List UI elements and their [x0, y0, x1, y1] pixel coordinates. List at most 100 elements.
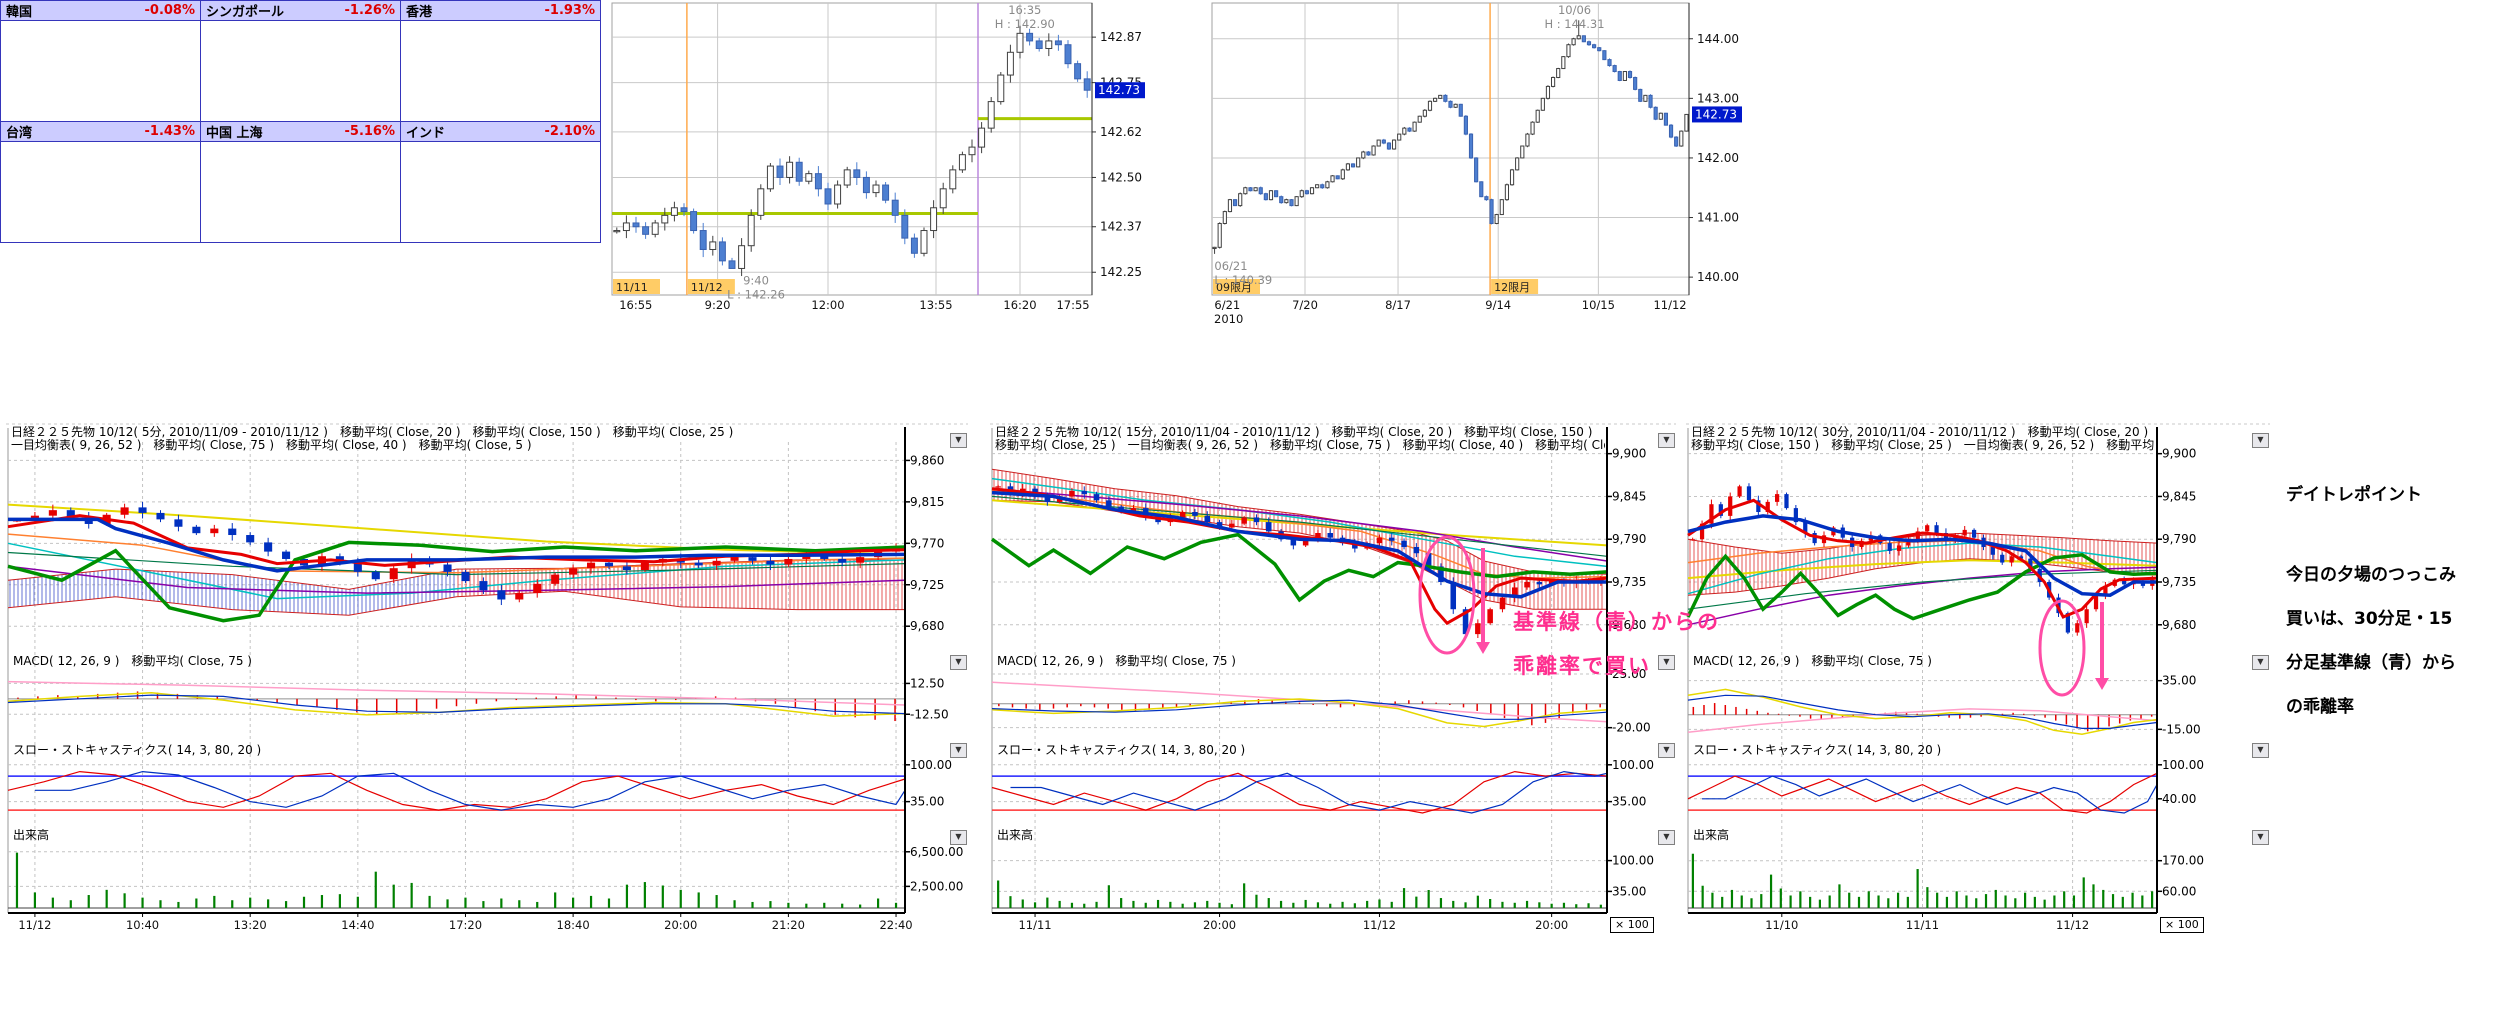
pane-dropdown-button[interactable]: ▼ [950, 743, 967, 758]
pane-dropdown-button[interactable]: ▼ [2252, 743, 2269, 758]
fx-candle [1633, 76, 1638, 90]
fx-candle [757, 188, 765, 216]
price-candle [2122, 579, 2127, 585]
price-candle [694, 562, 703, 566]
macd-ytick: 35.00 [2162, 674, 2196, 688]
volume-multiplier-badge[interactable]: × 100 [1610, 917, 1654, 933]
market-change: -5.16% [344, 124, 396, 139]
price-candle [1450, 582, 1457, 610]
fx-candle [1309, 187, 1315, 195]
annotation-arrowhead [2095, 678, 2109, 690]
fx-candle [1586, 41, 1592, 46]
fx-candle [786, 161, 794, 178]
fx-candle [1530, 121, 1535, 135]
market-tile-india: インド -2.10% [400, 121, 601, 243]
macd-line [1687, 694, 2158, 730]
pane-dropdown-button[interactable]: ▼ [1658, 655, 1675, 670]
fx-xtick: 11/12 [1653, 298, 1686, 312]
pane-dropdown-button[interactable]: ▼ [1658, 743, 1675, 758]
fx-candle [901, 214, 909, 239]
moving-average-line [7, 540, 906, 623]
fx-candle [1258, 187, 1263, 195]
price-candle [1192, 512, 1198, 516]
price-candle [1106, 500, 1112, 507]
fx-candle [1064, 44, 1072, 65]
fx-candle [872, 184, 880, 194]
fx-candle [1427, 100, 1433, 111]
fx-candle [1238, 193, 1243, 207]
ichimoku-cloud-upper [1687, 532, 2158, 554]
daytrade-note-line: 買いは、30分足・15 [2286, 609, 2453, 629]
fx-ytick: 142.87 [1100, 30, 1142, 44]
price-candle [1315, 533, 1321, 540]
pane-dropdown-button[interactable]: ▼ [2252, 433, 2269, 448]
price-candle [1536, 582, 1543, 585]
fx-candle [642, 226, 650, 235]
pane-dropdown-button[interactable]: ▼ [950, 830, 967, 845]
fx-candle [1433, 97, 1438, 102]
volume-ytick: 6,500.00 [910, 845, 963, 859]
pane-dropdown-button[interactable]: ▼ [1658, 433, 1675, 448]
price-candle [1774, 494, 1780, 502]
fx-candle [1520, 145, 1525, 159]
price-candle [515, 593, 524, 600]
pane-dropdown-button[interactable]: ▼ [2252, 830, 2269, 845]
price-candle [1887, 543, 1892, 551]
fx-candle [1371, 145, 1376, 156]
fx-date-tag-label: 09限月 [1216, 281, 1252, 294]
fx-date-tag-label: 12限月 [1494, 281, 1530, 294]
fx-candle [1653, 106, 1658, 120]
fx-ytick: 142.37 [1100, 220, 1142, 234]
ichimoku-cloud-lower [7, 590, 905, 616]
stoch-ytick: 100.00 [1612, 758, 1654, 772]
fx-candle [968, 146, 976, 156]
fx-candle [843, 169, 851, 186]
panel-xtick: 17:20 [449, 918, 482, 932]
moving-average-line [991, 477, 1608, 568]
fx-candle [1525, 133, 1530, 147]
fx-ytick: 142.50 [1100, 170, 1142, 184]
price-candle [995, 486, 1001, 488]
macd-line [991, 698, 1608, 728]
price-candle [802, 555, 811, 559]
stoch-k-line [7, 770, 906, 811]
price-ytick: 9,735 [2162, 575, 2196, 589]
macd-ytick: 25.00 [1612, 667, 1646, 681]
fx-candle [1509, 169, 1515, 186]
fx-candle [680, 207, 688, 213]
price-candle [748, 557, 757, 561]
fx-candle [1212, 246, 1217, 250]
fx-extreme-annotation: 9:40 [743, 273, 769, 287]
fx-xtick: 9/14 [1485, 298, 1511, 312]
fx-extreme-annotation: 10/06 [1558, 3, 1591, 17]
fx-candle [1366, 151, 1371, 156]
fx-candle [1407, 127, 1412, 132]
price-ytick: 9,900 [1612, 447, 1646, 461]
market-change: -1.26% [344, 3, 396, 18]
macd-ytick: 12.50 [910, 676, 944, 690]
fx-candle [1045, 40, 1053, 50]
fx-candle [1658, 112, 1663, 120]
pane-dropdown-button[interactable]: ▼ [950, 433, 967, 448]
fx-candle [1263, 193, 1268, 201]
fx-candle [1397, 133, 1402, 141]
market-tile-header: 韓国 -0.08% [1, 1, 200, 21]
fx-candle [1417, 115, 1422, 123]
price-candle [1990, 547, 1995, 555]
macd-ytick: -15.00 [2162, 722, 2201, 736]
fx-candle [1674, 136, 1679, 147]
fx-candle [1381, 139, 1386, 144]
pane-dropdown-button[interactable]: ▼ [2252, 655, 2269, 670]
fx-extreme-annotation: H : 144.31 [1544, 17, 1604, 31]
price-ytick: 9,900 [2162, 447, 2196, 461]
fx-candle [1545, 85, 1551, 99]
pane-dropdown-button[interactable]: ▼ [1658, 830, 1675, 845]
stoch-d-line [1702, 775, 2158, 814]
panel-xtick: 11/11 [1906, 918, 1939, 932]
pane-dropdown-button[interactable]: ▼ [950, 655, 967, 670]
fx-candle [910, 237, 918, 254]
volume-multiplier-badge[interactable]: × 100 [2160, 917, 2204, 933]
price-candle [2009, 556, 2014, 563]
fx-xtick: 12:00 [811, 298, 844, 312]
